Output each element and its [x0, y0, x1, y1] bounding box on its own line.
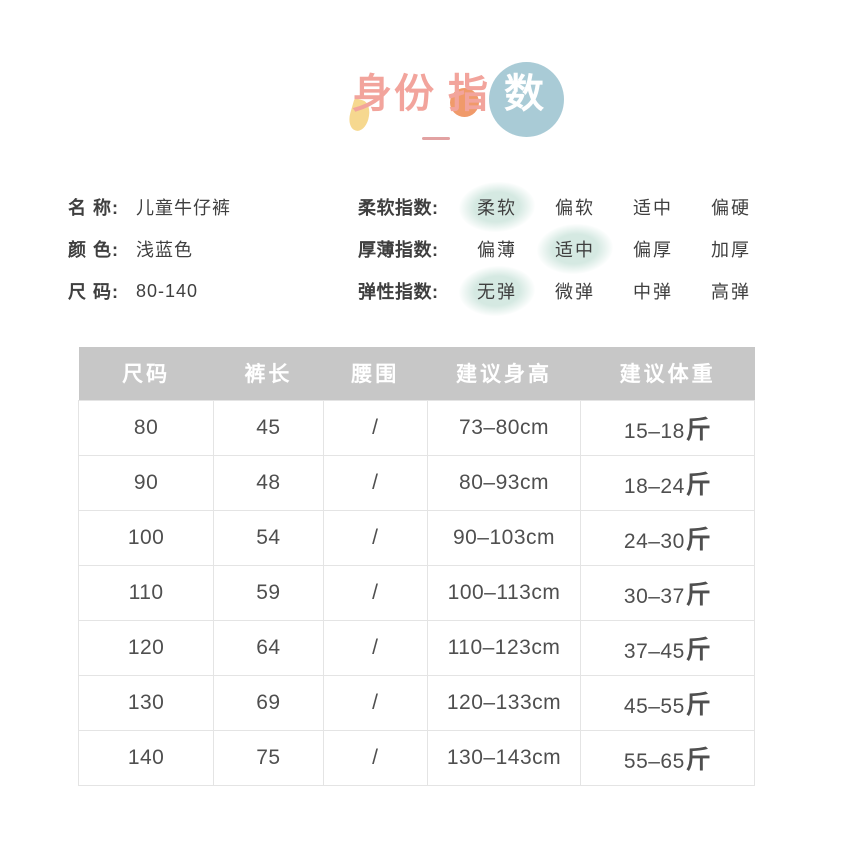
title-underline [422, 137, 450, 140]
cell-size: 110 [77, 564, 215, 621]
index-option: 偏厚 [633, 240, 673, 260]
cell-waist: / [322, 729, 428, 786]
weight-unit: 斤 [685, 745, 712, 774]
blue-circle-decoration [489, 62, 564, 137]
cell-waist: / [322, 399, 428, 456]
product-name-label: 名 称: [68, 198, 119, 218]
weight-unit: 斤 [685, 635, 712, 664]
cell-size: 130 [77, 674, 215, 731]
cell-length: 54 [213, 509, 324, 566]
cell-length: 45 [213, 399, 324, 456]
table-row: 120 64 / 110–123cm 37–45斤 [77, 619, 755, 676]
weight-unit: 斤 [685, 415, 712, 444]
product-size-value: 80-140 [136, 280, 199, 301]
cell-weight: 30–37斤 [580, 564, 755, 621]
header-height: 建议身高 [427, 347, 581, 400]
cell-height: 90–103cm [426, 509, 582, 566]
cell-height: 73–80cm [426, 399, 582, 456]
product-color-row: 颜 色: 浅蓝色 [68, 228, 231, 270]
orange-circle-decoration [450, 88, 479, 117]
cell-waist: / [322, 619, 428, 676]
index-option: 加厚 [711, 240, 751, 260]
table-row: 100 54 / 90–103cm 24–30斤 [77, 509, 755, 566]
elasticity-index-label: 弹性指数: [358, 282, 439, 302]
elasticity-index-row: 弹性指数: 无弹 微弹 中弹 高弹 [358, 270, 770, 312]
page-title: 身份 指 数 [352, 72, 546, 116]
index-option: 适中 [536, 236, 614, 262]
index-option: 无弹 [458, 278, 536, 304]
product-name-value: 儿童牛仔裤 [136, 198, 231, 218]
weight-unit: 斤 [685, 470, 712, 499]
index-option: 高弹 [711, 282, 751, 302]
weight-unit: 斤 [685, 525, 712, 554]
cell-height: 100–113cm [426, 564, 582, 621]
index-option: 偏薄 [477, 240, 517, 260]
cell-weight: 37–45斤 [580, 619, 755, 676]
product-info: 名 称: 儿童牛仔裤 颜 色: 浅蓝色 尺 码: 80-140 [68, 186, 231, 312]
table-row: 140 75 / 130–143cm 55–65斤 [77, 729, 755, 786]
page-title-left: 身份 [352, 72, 436, 116]
product-name-row: 名 称: 儿童牛仔裤 [68, 186, 231, 228]
product-color-value: 浅蓝色 [136, 240, 193, 260]
weight-unit: 斤 [685, 690, 712, 719]
table-row: 80 45 / 73–80cm 15–18斤 [77, 399, 755, 456]
cell-waist: / [322, 454, 428, 511]
cell-length: 69 [213, 674, 324, 731]
size-table: 尺码 裤长 腰围 建议身高 建议体重 80 45 / 73–80cm 15–18… [77, 347, 755, 786]
cell-weight: 55–65斤 [580, 729, 755, 786]
cell-waist: / [322, 509, 428, 566]
softness-index-label: 柔软指数: [358, 198, 439, 218]
index-option: 中弹 [633, 282, 673, 302]
header-size: 尺码 [78, 347, 214, 400]
index-option: 柔软 [458, 194, 536, 220]
table-row: 110 59 / 100–113cm 30–37斤 [77, 564, 755, 621]
cell-length: 48 [213, 454, 324, 511]
cell-length: 75 [213, 729, 324, 786]
cell-size: 120 [77, 619, 215, 676]
cell-height: 110–123cm [426, 619, 582, 676]
index-ratings: 柔软指数: 柔软 偏软 适中 偏硬 厚薄指数: 偏薄 适中 偏厚 加厚 弹性指数… [358, 186, 770, 312]
cell-size: 140 [77, 729, 215, 786]
page-title-right: 数 [504, 72, 546, 116]
table-row: 130 69 / 120–133cm 45–55斤 [77, 674, 755, 731]
cell-height: 80–93cm [426, 454, 582, 511]
page-title-mid: 指 [448, 72, 490, 116]
product-size-row: 尺 码: 80-140 [68, 270, 231, 312]
index-option: 偏硬 [711, 198, 751, 218]
thickness-index-label: 厚薄指数: [358, 240, 439, 260]
header-waist: 腰围 [323, 347, 428, 400]
weight-unit: 斤 [685, 580, 712, 609]
header-length: 裤长 [213, 347, 324, 400]
cell-weight: 15–18斤 [580, 399, 755, 456]
softness-index-row: 柔软指数: 柔软 偏软 适中 偏硬 [358, 186, 770, 228]
cell-weight: 18–24斤 [580, 454, 755, 511]
cell-waist: / [322, 564, 428, 621]
thickness-index-row: 厚薄指数: 偏薄 适中 偏厚 加厚 [358, 228, 770, 270]
cell-height: 130–143cm [426, 729, 582, 786]
index-option: 适中 [633, 198, 673, 218]
index-option: 微弹 [555, 282, 595, 302]
product-size-label: 尺 码: [68, 282, 119, 302]
cell-waist: / [322, 674, 428, 731]
cell-length: 64 [213, 619, 324, 676]
index-option: 偏软 [555, 198, 595, 218]
table-header-row: 尺码 裤长 腰围 建议身高 建议体重 [78, 347, 755, 400]
cell-size: 80 [77, 399, 215, 456]
table-row: 90 48 / 80–93cm 18–24斤 [77, 454, 755, 511]
header-weight: 建议体重 [580, 347, 755, 400]
cell-size: 100 [77, 509, 215, 566]
cell-length: 59 [213, 564, 324, 621]
cell-height: 120–133cm [426, 674, 582, 731]
cell-weight: 45–55斤 [580, 674, 755, 731]
cell-size: 90 [77, 454, 215, 511]
cell-weight: 24–30斤 [580, 509, 755, 566]
product-color-label: 颜 色: [68, 240, 119, 260]
